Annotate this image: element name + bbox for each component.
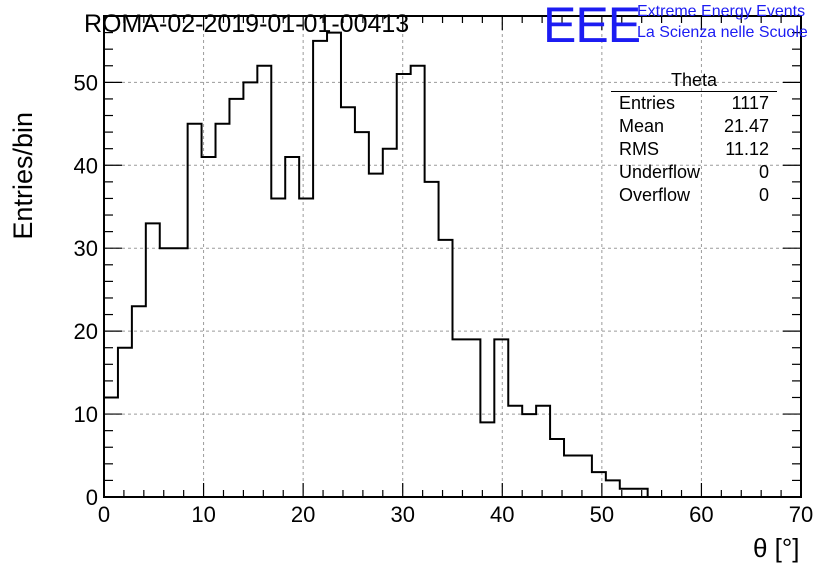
histogram-bin: [355, 132, 369, 497]
histogram-bin: [606, 480, 620, 497]
y-tick-label: 20: [74, 319, 98, 344]
histogram-bin: [243, 82, 257, 497]
histogram-bin: [174, 248, 188, 497]
histogram-bin: [564, 456, 578, 497]
histogram-bin: [397, 74, 411, 497]
histogram-bin: [550, 439, 564, 497]
histogram-bin: [383, 149, 397, 497]
histogram-bin: [188, 124, 202, 497]
stats-label: Overflow: [619, 185, 691, 205]
histogram-bin: [466, 339, 480, 497]
histogram-bin: [271, 198, 285, 497]
histogram-bin: [341, 107, 355, 497]
x-tick-label: 0: [98, 502, 110, 527]
histogram-bin: [494, 339, 508, 497]
histogram-bin: [536, 406, 550, 497]
x-tick-label: 30: [390, 502, 414, 527]
y-tick-label: 0: [86, 485, 98, 510]
histogram-bin: [257, 66, 271, 497]
stats-box: Theta Entries 1117 Mean 21.47 RMS 11.12 …: [611, 70, 777, 207]
y-axis-label: Entries/bin: [8, 112, 38, 240]
histogram-bin: [285, 157, 299, 497]
stats-title: Theta: [611, 70, 777, 92]
stats-row-rms: RMS 11.12: [611, 138, 777, 161]
stats-value: 1117: [731, 93, 769, 113]
stats-label: Underflow: [619, 162, 701, 182]
histogram-bin: [578, 456, 592, 497]
histogram-bin: [160, 248, 174, 497]
histogram-bin: [118, 348, 132, 497]
stats-row-underflow: Underflow 0: [611, 161, 777, 184]
x-axis-label: θ [°]: [753, 533, 800, 563]
stats-label: Entries: [619, 93, 676, 113]
histogram-bin: [229, 99, 243, 497]
histogram-bin: [313, 41, 327, 497]
stats-row-overflow: Overflow 0: [611, 184, 777, 207]
chart-title: ROMA-02-2019-01-01-00413: [84, 10, 410, 38]
histogram-bin: [522, 414, 536, 497]
histogram-bin: [132, 306, 146, 497]
histogram-bin: [480, 422, 494, 497]
x-tick-label: 20: [291, 502, 315, 527]
stats-value: 0: [758, 162, 769, 182]
y-tick-label: 10: [74, 402, 98, 427]
plot-frame: [103, 15, 802, 498]
histogram-bin: [216, 124, 230, 497]
histogram-bin: [453, 339, 467, 497]
logo-tagline-1: Extreme Energy Events: [637, 3, 806, 20]
x-tick-label: 50: [590, 502, 614, 527]
histogram-bin: [425, 182, 439, 497]
y-tick-label: 50: [74, 70, 98, 95]
stats-label: Mean: [619, 116, 665, 136]
stats-label: RMS: [619, 139, 659, 159]
histogram-bin: [327, 33, 341, 497]
x-tick-label: 60: [689, 502, 713, 527]
y-tick-label: 40: [74, 153, 98, 178]
histogram-bin: [592, 472, 606, 497]
stats-row-mean: Mean 21.47: [611, 115, 777, 138]
eee-logo-mark: EEE: [543, 0, 641, 53]
stats-row-entries: Entries 1117: [611, 92, 777, 115]
x-tick-label: 10: [191, 502, 215, 527]
histogram-bin: [202, 157, 216, 497]
histogram-bin: [369, 174, 383, 497]
histogram-bin: [439, 240, 453, 497]
histogram-bin: [411, 66, 425, 497]
y-tick-label: 30: [74, 236, 98, 261]
stats-value: 21.47: [723, 116, 769, 136]
x-tick-label: 40: [490, 502, 514, 527]
histogram-bin: [299, 198, 313, 497]
histogram-bin: [146, 223, 160, 497]
histogram-bin: [634, 489, 648, 497]
x-tick-label: 70: [789, 502, 813, 527]
stats-value: 0: [758, 185, 769, 205]
stats-value: 11.12: [725, 139, 769, 159]
logo-tagline-2: La Scienza nelle Scuole: [637, 24, 808, 41]
histogram-bin: [508, 406, 522, 497]
histogram-series-theta: [103, 31, 662, 498]
